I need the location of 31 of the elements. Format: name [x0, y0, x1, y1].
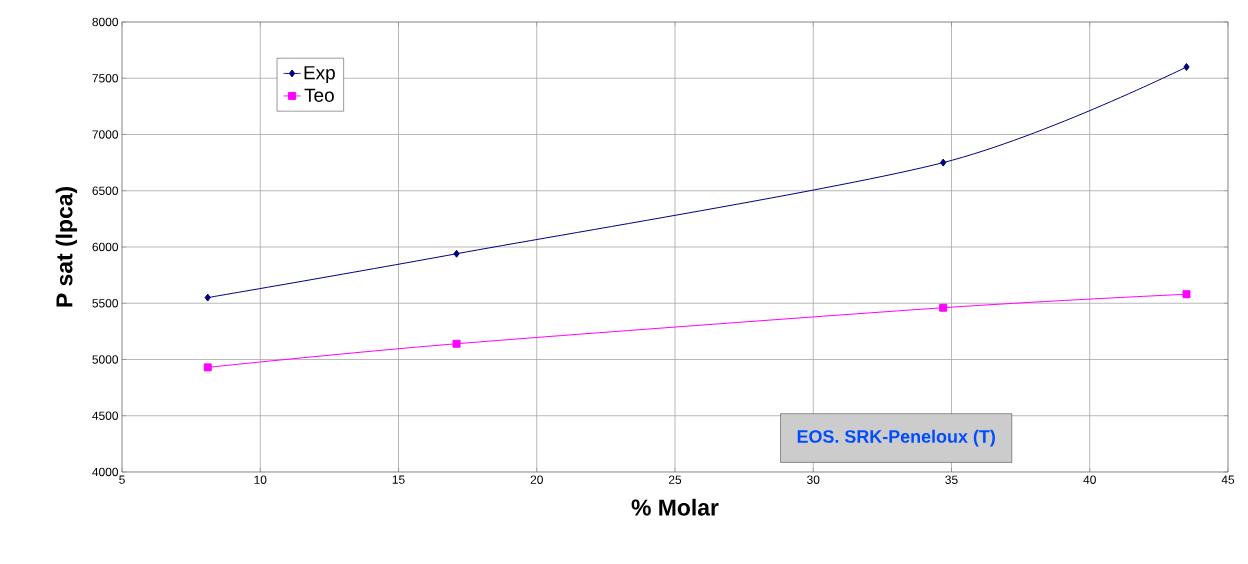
legend-label: Exp: [304, 66, 335, 84]
x-tick-label: 25: [668, 475, 682, 484]
point: [452, 339, 461, 348]
y-tick-label: 6500: [92, 186, 119, 195]
y-tick-label: 6000: [92, 242, 119, 252]
point: [939, 303, 948, 312]
point: [940, 158, 947, 167]
legend-label: Teo: [304, 88, 334, 102]
y-tick-label: 5500: [92, 299, 119, 308]
x-tick-label: 10: [254, 475, 267, 484]
point: [204, 293, 211, 302]
x-tick-label: 45: [1221, 475, 1235, 484]
y-tick-label: 7500: [92, 74, 119, 83]
x-tick-label: 15: [392, 475, 405, 484]
y-tick-label: 8000: [92, 17, 119, 27]
point: [1182, 290, 1191, 299]
x-axis-title: % Molar: [631, 498, 719, 516]
y-axis-title: P sat (lpca): [55, 187, 78, 307]
point: [203, 363, 212, 372]
x-tick-label: 35: [945, 475, 958, 484]
point: [1183, 63, 1190, 71]
x-tick-label: 20: [530, 475, 543, 484]
annotation: EOS. SRK-Peneloux (T): [797, 429, 995, 447]
y-tick-label: 4000: [92, 467, 119, 477]
x-tick-label: 5: [119, 475, 125, 484]
y-tick-label: 4500: [92, 411, 119, 420]
point: [453, 249, 460, 258]
y-tick-label: 7000: [92, 130, 119, 139]
y-tick-label: 5000: [92, 355, 119, 364]
x-tick-label: 30: [807, 475, 820, 484]
x-tick-label: 40: [1083, 475, 1096, 484]
